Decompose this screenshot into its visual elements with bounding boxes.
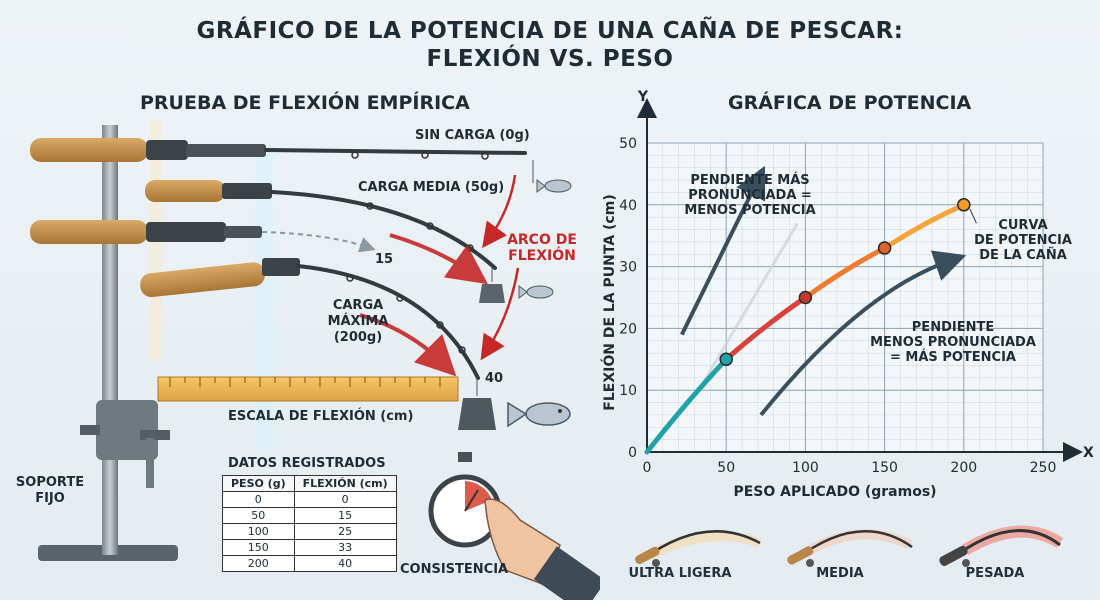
ultra-light-rod-icon (635, 530, 762, 567)
fish-icon (518, 285, 554, 299)
curve-segment (802, 245, 888, 300)
left-heading: PRUEBA DE FLEXIÓN EMPÍRICA (140, 92, 470, 114)
fish-icon (536, 179, 572, 193)
flex-arc-arrow (482, 174, 517, 249)
table-title: DATOS REGISTRADOS (228, 456, 386, 471)
flex-arrow (359, 313, 457, 377)
curve-segment (644, 356, 729, 455)
title-line-1: GRÁFICO DE LA POTENCIA DE UNA CAÑA DE PE… (196, 18, 904, 44)
flex-arrow (389, 233, 489, 285)
data-point (798, 290, 813, 305)
rod-types-illustration (635, 525, 1064, 567)
label-medium-load: CARGA MEDIA (50g) (358, 180, 505, 195)
medium-rod-icon (787, 529, 913, 567)
power-chart: X Y 0 50 100 150 200 250 0 10 20 30 40 50 PESO APLICAD… (600, 90, 1094, 500)
weight-icon (458, 398, 496, 430)
table-row: 50 15 (222, 507, 397, 524)
steep-slope-note: PENDIENTE MÁS PRONUNCIADA = MENOS POTENC… (684, 173, 816, 218)
rod-test-illustration (30, 120, 600, 600)
consistency-label: CONSISTENCIA (400, 562, 509, 577)
x-tick-label: 50 (717, 460, 735, 476)
x-tick-label: 0 (643, 460, 652, 476)
data-point (957, 198, 971, 212)
x-tick-label: 250 (1030, 460, 1057, 476)
stand-clamp (96, 400, 158, 460)
y-tick-label: 40 (619, 198, 637, 214)
data-point (719, 352, 733, 367)
x-tick-label: 150 (871, 460, 898, 476)
label-max-load: CARGA MÁXIMA (200g) (327, 298, 389, 345)
y-tick-label: 20 (619, 321, 637, 337)
shallow-slope-arrow (759, 250, 967, 417)
x-axis-title: PESO APLICADO (gramos) (733, 484, 936, 500)
weight-icon (479, 284, 505, 303)
title-line-2: FLEXIÓN VS. PESO (426, 46, 674, 72)
y-tick-label: 10 (619, 383, 637, 399)
shallow-slope-note: PENDIENTE MENOS PRONUNCIADA = MÁS POTENC… (870, 320, 1036, 365)
label-no-load: SIN CARGA (0g) (415, 128, 530, 143)
heavy-rod-icon (939, 525, 1064, 567)
curve-note: CURVA DE POTENCIA DE LA CAÑA (974, 218, 1072, 263)
y-tick-label: 30 (619, 260, 637, 276)
curve-segment (723, 295, 808, 362)
curve-segment (882, 202, 967, 251)
stand-pole (102, 125, 118, 555)
pointing-hand-icon (484, 498, 600, 600)
light-beam (255, 150, 273, 450)
curve-note-leader (969, 208, 977, 224)
x-tick-label: 200 (950, 460, 977, 476)
y-axis-title: FLEXIÓN DE LA PUNTA (cm) (600, 194, 618, 410)
flex-ruler (157, 376, 459, 402)
x-tick-label: 100 (792, 460, 819, 476)
plot-area (647, 143, 1043, 452)
rod-mounted (30, 220, 376, 253)
label-flex-arc: ARCO DE FLEXIÓN (507, 232, 577, 264)
mark-40: 40 (485, 371, 504, 386)
x-axis-letter: X (1083, 445, 1094, 461)
table-header: PESO (g) (222, 475, 295, 492)
y-axis-letter: Y (637, 90, 649, 105)
steep-slope-arrow (680, 165, 766, 336)
rod-no-load (30, 138, 527, 162)
support-label: SOPORTE FIJO (15, 475, 85, 506)
table-row: 200 40 (222, 555, 397, 572)
table-row: 150 33 (222, 539, 397, 556)
rod-type-ultra-light: ULTRA LIGERA (628, 566, 732, 581)
right-heading: GRÁFICA DE POTENCIA (728, 92, 972, 114)
rod-max-load (140, 258, 480, 380)
table-row: 100 25 (222, 523, 397, 540)
fish-icon (507, 401, 571, 428)
data-point (877, 241, 892, 255)
scale-label: ESCALA DE FLEXIÓN (cm) (228, 409, 414, 424)
mark-15: 15 (375, 252, 394, 267)
table-header: FLEXIÓN (cm) (293, 475, 397, 492)
rod-type-heavy: PESADA (965, 566, 1025, 581)
y-tick-label: 50 (619, 136, 637, 152)
steep-slope-shadow (701, 222, 799, 385)
y-tick-label: 0 (628, 445, 637, 461)
flex-arc-arrow (480, 267, 520, 361)
rod-type-medium: MEDIA (816, 566, 864, 581)
